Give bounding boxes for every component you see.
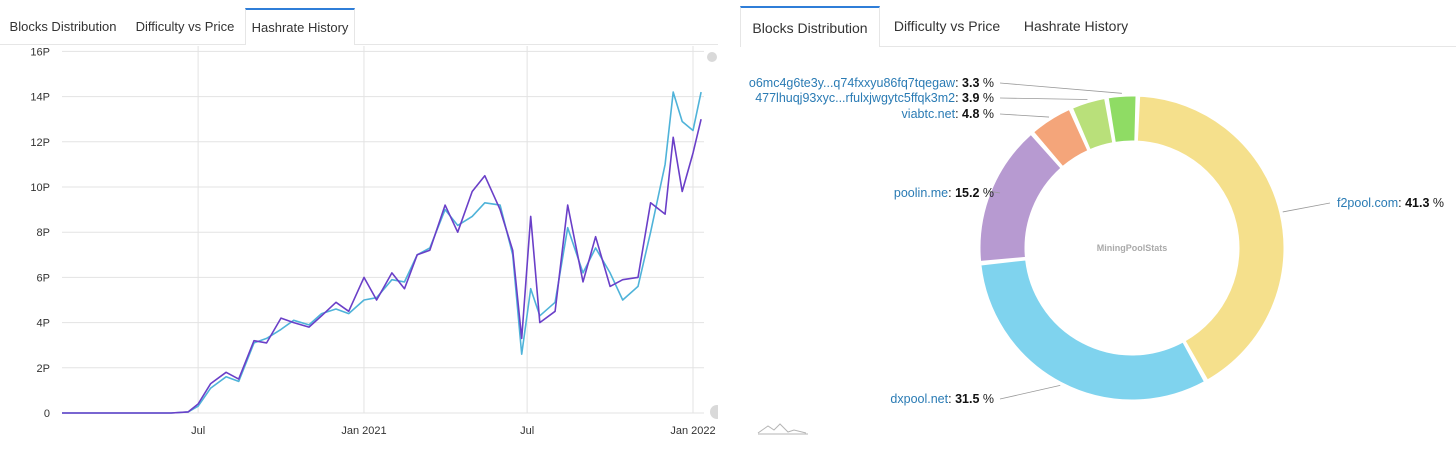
slice-label: viabtc.net: 4.8 % (902, 107, 994, 121)
y-tick-label: 2P (37, 363, 50, 375)
pool-distribution-donut-chart: MiningPoolStats f2pool.com: 41.3 %dxpool… (749, 76, 1444, 435)
slice-label-separator: : (948, 186, 955, 200)
slice-label-name: o6mc4g6te3y...q74fxxyu86fq7tqegaw (749, 76, 956, 90)
donut-slice[interactable] (1032, 108, 1089, 168)
chart-scroll-handle-bottom[interactable] (710, 405, 718, 419)
donut-slices (979, 95, 1285, 401)
line-chart-series (62, 91, 702, 414)
slice-label: f2pool.com: 41.3 % (1337, 196, 1444, 210)
x-tick-label: Jan 2022 (670, 425, 715, 437)
tab-blocks-distribution[interactable]: Blocks Distribution (9, 18, 117, 34)
y-tick-label: 8P (37, 227, 50, 239)
tab-hashrate-history[interactable]: Hashrate History (1023, 18, 1129, 34)
donut-slice[interactable] (980, 259, 1206, 401)
slice-connector-line (987, 190, 1001, 194)
right-tab-bar: Blocks Distribution Difficulty vs Price … (740, 6, 1456, 47)
y-tick-label: 14P (30, 92, 50, 104)
slice-label-value: 41.3 (1405, 196, 1429, 210)
slice-label-value: 15.2 (955, 186, 979, 200)
slice-label-value: 3.3 (962, 76, 979, 90)
y-tick-label: 6P (37, 272, 50, 284)
y-tick-label: 0 (44, 408, 50, 420)
hashrate-series-line-1 (62, 91, 702, 414)
tab-difficulty-vs-price[interactable]: Difficulty vs Price (135, 18, 235, 34)
slice-connector-line (999, 82, 1122, 94)
slice-label: poolin.me: 15.2 % (894, 186, 994, 200)
donut-labels: f2pool.com: 41.3 %dxpool.net: 31.5 %pool… (749, 76, 1444, 406)
left-tab-bar: Blocks Distribution Difficulty vs Price … (0, 8, 718, 45)
y-tick-label: 16P (30, 46, 50, 58)
slice-label-name: viabtc.net (902, 107, 956, 121)
slice-label-unit: % (1429, 196, 1444, 210)
x-tick-label: Jul (520, 425, 534, 437)
y-tick-label: 10P (30, 182, 50, 194)
slice-label-name: f2pool.com (1337, 196, 1398, 210)
line-chart-axes: 0 2P 4P 6P 8P 10P 12P 14P 16P Jul Jan 2021 Jul Jan 2… (30, 46, 715, 437)
donut-center-label: MiningPoolStats (1097, 243, 1168, 253)
slice-label-name: 477lhuqj93xyc...rfulxjwgytc5ffqk3m2 (755, 91, 955, 105)
slice-connector-line (1282, 202, 1331, 213)
donut-slice[interactable] (1071, 97, 1114, 151)
slice-label-separator: : (948, 392, 955, 406)
slice-label-name: dxpool.net (890, 392, 948, 406)
slice-label: dxpool.net: 31.5 % (890, 392, 994, 406)
tab-hashrate-history[interactable]: Hashrate History (245, 8, 355, 45)
slice-label-separator: : (1398, 196, 1405, 210)
donut-slice[interactable] (979, 133, 1062, 262)
slice-label-unit: % (979, 107, 994, 121)
slice-label-unit: % (979, 76, 994, 90)
slice-label-unit: % (979, 91, 994, 105)
slice-label-name: poolin.me (894, 186, 948, 200)
slice-connector-line (999, 384, 1061, 400)
slice-label-value: 3.9 (962, 91, 979, 105)
line-chart-grid (62, 46, 704, 414)
hashrate-history-panel: Blocks Distribution Difficulty vs Price … (0, 0, 718, 450)
slice-label: o6mc4g6te3y...q74fxxyu86fq7tqegaw: 3.3 % (749, 76, 994, 90)
hashrate-line-chart: 0 2P 4P 6P 8P 10P 12P 14P 16P Jul Jan 2021 Jul Jan 2… (30, 46, 716, 437)
slice-label-separator: : (955, 91, 962, 105)
tab-blocks-distribution[interactable]: Blocks Distribution (740, 6, 880, 47)
slice-label-separator: : (955, 76, 962, 90)
x-tick-label: Jan 2021 (341, 425, 386, 437)
blocks-distribution-panel: Blocks Distribution Difficulty vs Price … (740, 0, 1456, 450)
mini-logo-icon (757, 423, 808, 435)
slice-label-unit: % (979, 392, 994, 406)
slice-label-value: 4.8 (962, 107, 979, 121)
x-tick-label: Jul (191, 425, 205, 437)
slice-connector-line (999, 97, 1088, 100)
donut-slice[interactable] (1107, 95, 1137, 143)
y-tick-label: 4P (37, 318, 50, 330)
slice-label-separator: : (955, 107, 962, 121)
donut-slice[interactable] (1136, 95, 1285, 381)
chart-scroll-handle-top[interactable] (707, 52, 717, 62)
tab-difficulty-vs-price[interactable]: Difficulty vs Price (893, 18, 1001, 34)
slice-label-unit: % (979, 186, 994, 200)
y-tick-label: 12P (30, 137, 50, 149)
slice-label-value: 31.5 (955, 392, 979, 406)
slice-connector-line (999, 113, 1050, 118)
slice-label: 477lhuqj93xyc...rfulxjwgytc5ffqk3m2: 3.9… (755, 91, 994, 105)
hashrate-series-line-2 (62, 119, 702, 414)
